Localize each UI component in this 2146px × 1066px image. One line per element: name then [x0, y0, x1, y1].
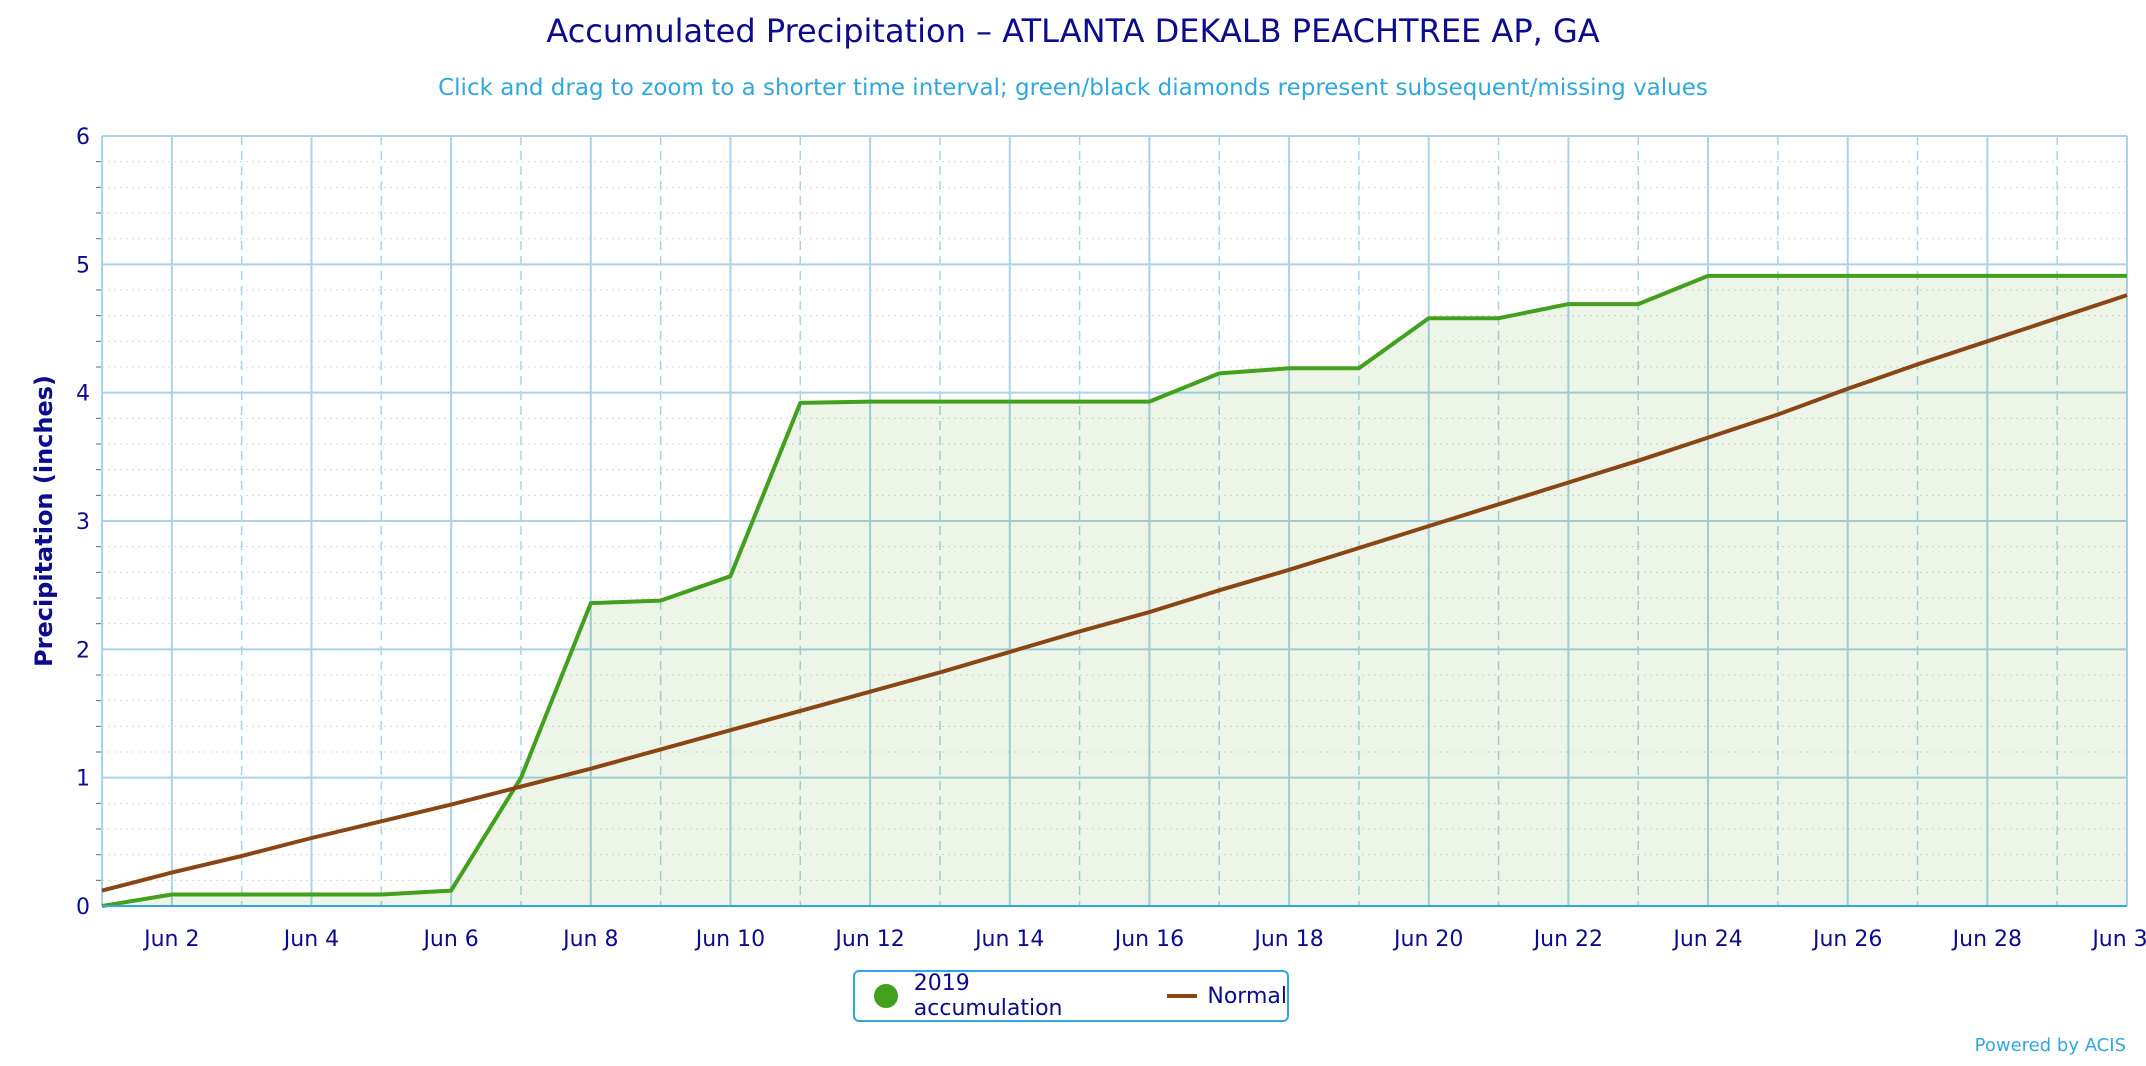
series-line-0 — [101, 273, 2127, 908]
x-tick-label: Jun 20 — [1392, 927, 1463, 952]
credits-link[interactable]: Powered by ACIS — [1974, 1035, 2126, 1056]
x-tick-label: Jun 6 — [421, 927, 478, 952]
y-axis-title: Precipitation (inches) — [30, 375, 58, 667]
series-line-1 — [101, 293, 2128, 893]
x-tick-label: Jun 28 — [1951, 927, 2022, 952]
legend-line-icon — [1167, 994, 1198, 998]
x-tick-label: Jun 12 — [833, 927, 904, 952]
x-tick-label: Jun 30 — [2090, 927, 2146, 952]
series-area — [102, 275, 2127, 906]
x-tick-label: Jun 2 — [142, 927, 199, 952]
axes: 0 1 2 3 4 5 6 Jun 2 Jun 4 Jun 6 Jun 8 Jun 10 Jun 12 J… — [30, 125, 2146, 952]
y-tick-label: 0 — [76, 895, 90, 920]
x-tick-label: Jun 24 — [1671, 927, 1742, 952]
series-lines — [101, 273, 2128, 908]
y-tick-label: 5 — [76, 253, 90, 278]
legend-circle-icon — [874, 984, 898, 1008]
x-tick-label: Jun 8 — [561, 927, 618, 952]
series-fill-0 — [102, 275, 2127, 906]
y-tick-label: 2 — [76, 638, 90, 663]
legend-label: 2019 accumulation — [913, 971, 1063, 1021]
y-tick-label: 1 — [76, 767, 90, 792]
x-tick-label: Jun 18 — [1252, 927, 1323, 952]
x-tick-label: Jun 10 — [694, 927, 765, 952]
x-tick-label: Jun 4 — [282, 927, 339, 952]
x-tick-label: Jun 16 — [1113, 927, 1184, 952]
legend-label: Normal — [1207, 983, 1287, 1009]
legend-item-normal[interactable]: Normal — [1123, 984, 1287, 1009]
legend-item-2019-accumulation[interactable]: 2019 accumulation — [855, 971, 1123, 1021]
chart-title: Accumulated Precipitation – ATLANTA DEKA… — [546, 12, 1600, 50]
x-tick-label: Jun 26 — [1811, 927, 1882, 952]
y-tick-label: 4 — [76, 382, 90, 407]
x-tick-label: Jun 22 — [1532, 927, 1603, 952]
y-tick-label: 6 — [76, 125, 90, 150]
y-tick-label: 3 — [76, 510, 90, 535]
legend: 2019 accumulation Normal — [853, 970, 1289, 1022]
x-tick-label: Jun 14 — [973, 927, 1044, 952]
chart-subtitle: Click and drag to zoom to a shorter time… — [438, 75, 1708, 101]
